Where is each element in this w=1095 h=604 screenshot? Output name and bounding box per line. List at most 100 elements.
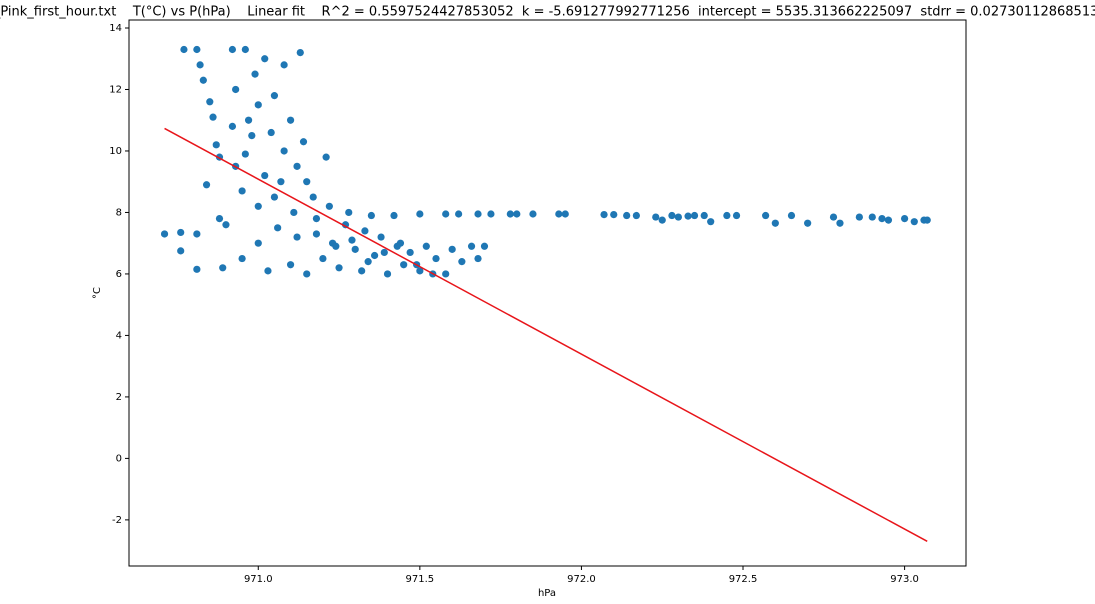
x-axis-label: hPa [538, 588, 556, 599]
scatter-point [196, 61, 204, 69]
scatter-point [923, 216, 931, 224]
scatter-point [293, 233, 301, 241]
scatter-point [286, 116, 295, 124]
scatter-point [264, 267, 272, 275]
scatter-point [219, 264, 227, 272]
scatter-point [270, 92, 279, 100]
scatter-point [299, 138, 308, 146]
scatter-point [280, 61, 288, 69]
scatter-point [228, 45, 237, 54]
scatter-point [652, 213, 660, 221]
scatter-point [280, 147, 288, 155]
scatter-point [674, 213, 682, 221]
scatter-point [277, 178, 285, 186]
scatter-point [668, 211, 676, 220]
scatter-point [432, 254, 440, 263]
scatter-point [467, 242, 476, 250]
scatter-point [487, 210, 495, 218]
scatter-point [267, 128, 275, 137]
scatter-point [367, 211, 375, 220]
scatter-point [707, 218, 715, 226]
scatter-point [238, 254, 246, 263]
scatter-point [416, 267, 424, 275]
scatter-point [458, 258, 466, 266]
y-tick-label: 12 [109, 84, 122, 95]
scatter-point [513, 210, 521, 218]
scatter-point [361, 227, 369, 235]
scatter-point [254, 101, 262, 109]
y-tick-label: 2 [116, 392, 122, 403]
scatter-point [787, 211, 796, 220]
scatter-point [160, 230, 169, 238]
scatter-point [371, 251, 379, 260]
fit-line [164, 127, 928, 543]
scatter-point [910, 218, 918, 226]
scatter-point [396, 239, 405, 247]
scatter-point [610, 211, 618, 219]
scatter-point [448, 245, 456, 253]
scatter-point [325, 202, 333, 210]
scatter-point [177, 228, 185, 237]
scatter-point [212, 141, 220, 149]
scatter-point [400, 261, 408, 269]
scatter-point [358, 267, 366, 275]
scatter-point [238, 187, 246, 195]
scatter-point [335, 264, 343, 272]
scatter-point [254, 239, 262, 247]
scatter-point [345, 208, 353, 217]
y-tick-label: 0 [116, 453, 122, 464]
scatter-point [180, 45, 188, 54]
scatter-point [199, 76, 207, 84]
scatter-point [312, 215, 321, 223]
scatter-point [322, 153, 330, 161]
scatter-point [309, 193, 317, 201]
scatter-point [364, 258, 372, 266]
scatter-point [884, 216, 893, 224]
scatter-point [193, 230, 201, 238]
x-tick-label: 971.5 [406, 574, 435, 585]
scatter-point [193, 265, 201, 273]
scatter-point [600, 211, 608, 219]
scatter-point [303, 270, 311, 278]
scatter-point [261, 55, 269, 63]
x-tick-label: 971.0 [244, 574, 273, 585]
chart-title: 12_2_Pink_first_hour.txt T(°C) vs P(hPa)… [0, 5, 1095, 20]
scatter-point [332, 242, 340, 250]
scatter-point [455, 210, 463, 218]
scatter-point [561, 210, 569, 218]
scatter-point [506, 210, 514, 218]
scatter-point [348, 236, 356, 244]
scatter-point [290, 208, 298, 217]
scatter-point [312, 230, 321, 238]
scatter-point [878, 215, 886, 223]
scatter-point [215, 215, 224, 223]
scatter-point [380, 248, 388, 257]
scatter-point [270, 193, 279, 201]
scatter-point [442, 270, 450, 278]
scatter-point [390, 211, 398, 220]
scatter-point [684, 212, 692, 220]
scatter-point [480, 242, 489, 250]
scatter-point [206, 98, 214, 106]
scatter-point [771, 219, 779, 227]
scatter-point [900, 215, 909, 223]
scatter-point [261, 171, 269, 180]
scatter-point [829, 213, 838, 221]
scatter-point [193, 45, 201, 54]
scatter-point [690, 211, 699, 220]
plot-frame [128, 19, 967, 567]
scatter-point [248, 131, 256, 140]
y-tick-label: 6 [116, 269, 122, 280]
scatter-point [293, 162, 301, 170]
x-tick-label: 972.5 [729, 574, 758, 585]
scatter-point [351, 245, 359, 253]
scatter-point [251, 70, 259, 78]
scatter-point [232, 85, 240, 94]
y-axis-label: °C [92, 287, 103, 299]
y-tick-label: -2 [112, 515, 122, 526]
scatter-point [836, 219, 844, 227]
scatter-point [623, 211, 631, 220]
scatter-point [286, 261, 295, 269]
scatter-point [804, 219, 812, 227]
scatter-point [732, 211, 741, 220]
